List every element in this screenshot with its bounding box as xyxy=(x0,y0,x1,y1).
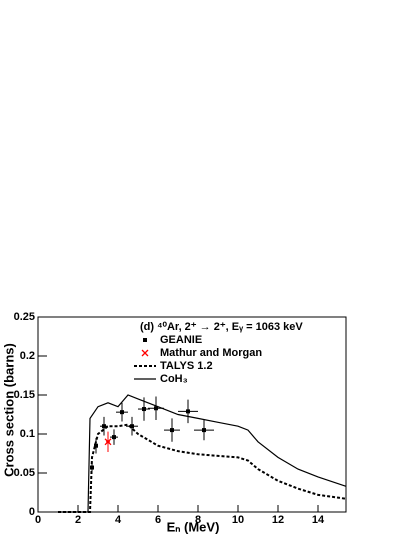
marker xyxy=(102,424,106,429)
x-tick-label: 6 xyxy=(155,514,161,526)
y-tick-label: 0.15 xyxy=(14,389,35,401)
x-axis-label: Eₙ (MeV) xyxy=(167,519,220,534)
y-tick-label: 0.05 xyxy=(14,467,35,479)
x-tick-label: 12 xyxy=(272,514,284,526)
x-tick-label: 4 xyxy=(115,514,122,526)
series-line xyxy=(58,423,347,513)
marker xyxy=(130,424,134,429)
y-axis-label: Cross section (barns) xyxy=(1,343,16,477)
legend-label: TALYS 1.2 xyxy=(160,360,213,372)
x-tick-label: 2 xyxy=(75,514,81,526)
series-line xyxy=(58,394,347,513)
y-tick-label: 0 xyxy=(29,506,35,518)
x-tick-label: 14 xyxy=(312,514,325,526)
legend-label: GEANIE xyxy=(160,334,202,346)
legend-label: Mathur and Morgan xyxy=(160,347,262,359)
x-tick-label: 0 xyxy=(35,514,41,526)
x-tick-label: 10 xyxy=(232,514,244,526)
marker xyxy=(94,443,98,448)
marker xyxy=(143,338,147,342)
marker xyxy=(170,428,174,433)
y-tick-label: 0.2 xyxy=(20,350,35,362)
marker xyxy=(112,435,116,440)
legend-title: (d) ⁴⁰Ar, 2⁺ → 2⁺, Eᵧ = 1063 keV xyxy=(140,321,303,333)
x-tick-label: 8 xyxy=(195,514,201,526)
plot-frame xyxy=(37,316,347,513)
marker xyxy=(142,407,146,412)
marker xyxy=(120,410,124,415)
marker xyxy=(104,438,112,446)
y-tick-label: 0.1 xyxy=(20,428,35,440)
marker xyxy=(186,409,190,414)
marker xyxy=(141,349,149,357)
y-tick-label: 0.25 xyxy=(14,311,35,323)
marker xyxy=(202,428,206,433)
legend-label: CoH₃ xyxy=(160,373,188,385)
marker xyxy=(154,406,158,411)
